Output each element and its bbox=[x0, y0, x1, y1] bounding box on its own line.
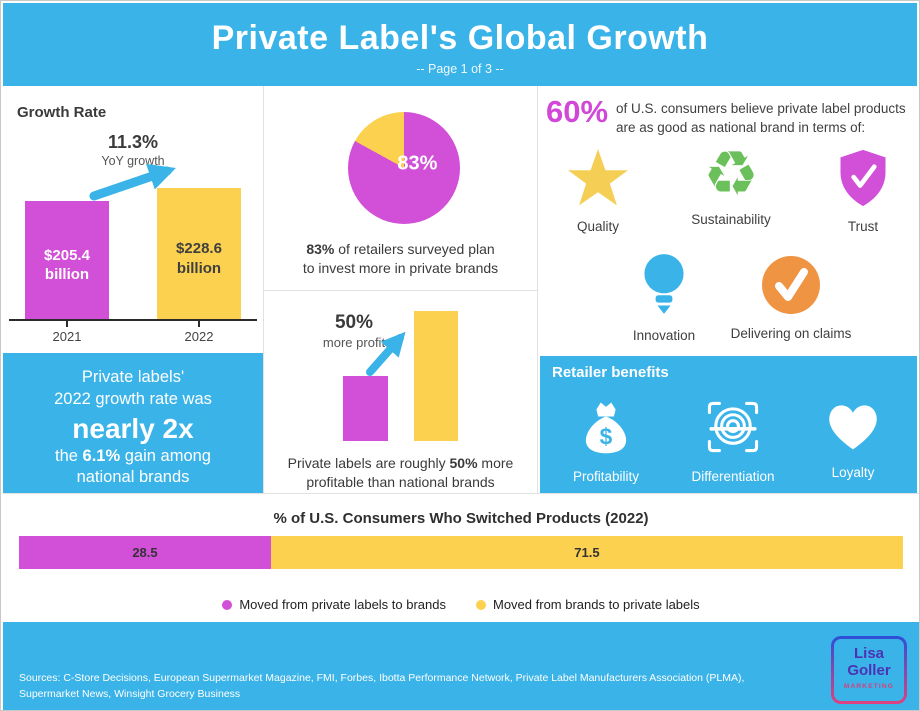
switch-products-panel: % of U.S. Consumers Who Switched Product… bbox=[3, 494, 919, 622]
magenta-dot-icon bbox=[222, 599, 233, 610]
profit-bar-chart bbox=[264, 311, 537, 441]
growth-rate-panel: Growth Rate 11.3% YoY growth $205.4 billi… bbox=[3, 86, 263, 493]
attribute-delivering: Delivering on claims bbox=[711, 255, 871, 341]
legend-item-private-to-brands: Moved from private labels to brands bbox=[222, 597, 446, 612]
profit-bar-national bbox=[343, 376, 388, 441]
segment-to-brands: 28.5 bbox=[19, 536, 271, 569]
legend-item-brands-to-private: Moved from brands to private labels bbox=[476, 597, 700, 612]
lisa-goller-logo: Lisa Goller MARKETING bbox=[831, 636, 907, 704]
star-icon bbox=[568, 149, 628, 206]
highlight-line5: national brands bbox=[76, 468, 190, 487]
benefit-label: Loyalty bbox=[831, 465, 875, 480]
benefit-label: Profitability bbox=[572, 469, 640, 484]
sources-text: Sources: C-Store Decisions, European Sup… bbox=[19, 672, 745, 701]
highlight-line4: the 6.1% gain among bbox=[55, 446, 211, 465]
benefit-differentiation: Differentiation bbox=[668, 396, 798, 484]
benefit-loyalty: Loyalty bbox=[788, 396, 918, 480]
retailers-pie-chart: 83% bbox=[348, 112, 460, 224]
profit-panel: 50% more profit Private labels are rough… bbox=[264, 292, 537, 493]
highlight-line2: 2022 growth rate was bbox=[54, 389, 212, 408]
attribute-label: Innovation bbox=[632, 328, 696, 343]
bar-2022: $228.6 billion bbox=[157, 188, 241, 319]
attribute-sustainability: ♻ Sustainability bbox=[666, 140, 796, 228]
benefit-label: Differentiation bbox=[691, 469, 775, 484]
profit-bar-private bbox=[414, 311, 458, 441]
retailer-benefits-box: Retailer benefits $ Profitability bbox=[540, 356, 917, 493]
yoy-growth-value: 11.3% bbox=[107, 132, 159, 152]
svg-text:$: $ bbox=[600, 424, 613, 450]
attribute-label: Quality bbox=[576, 219, 620, 234]
attribute-trust: Trust bbox=[798, 148, 919, 234]
heart-icon bbox=[829, 405, 877, 450]
bar-2021-label: $205.4 billion bbox=[44, 246, 90, 284]
switch-chart-title: % of U.S. Consumers Who Switched Product… bbox=[273, 510, 649, 527]
year-label-2022: 2022 bbox=[184, 329, 214, 344]
divider bbox=[3, 493, 919, 494]
legend-label: Moved from private labels to brands bbox=[239, 597, 446, 612]
yellow-dot-icon bbox=[476, 599, 486, 610]
footer-banner: Sources: C-Store Decisions, European Sup… bbox=[3, 622, 919, 710]
growth-highlight-box: Private labels' 2022 growth rate was nea… bbox=[3, 353, 263, 493]
growth-rate-title: Growth Rate bbox=[17, 104, 107, 121]
growth-arrow-icon bbox=[89, 163, 176, 201]
pie-slice-label: 83% bbox=[397, 152, 438, 175]
segment-to-private-labels: 71.5 bbox=[270, 536, 903, 569]
header-banner: Private Label's Global Growth -- Page 1 … bbox=[3, 3, 917, 86]
x-axis-tick-2022 bbox=[198, 321, 200, 327]
consumers-description: of U.S. consumers believe private label … bbox=[616, 101, 906, 135]
legend: Moved from private labels to brands Move… bbox=[3, 597, 919, 612]
fingerprint-icon bbox=[707, 401, 759, 453]
retailer-invest-panel: 83% 83% of retailers surveyed plan to in… bbox=[264, 86, 537, 291]
growth-bar-chart: $205.4 billion $228.6 billion bbox=[3, 184, 263, 319]
money-bag-icon: $ bbox=[585, 402, 627, 454]
profit-caption: Private labels are roughly 50% more prof… bbox=[287, 455, 514, 490]
logo-line3: MARKETING bbox=[843, 682, 895, 690]
retailer-benefits-title: Retailer benefits bbox=[552, 364, 669, 381]
consumers-panel: 60% of U.S. consumers believe private la… bbox=[538, 86, 919, 493]
x-axis bbox=[9, 319, 257, 321]
attribute-innovation: Innovation bbox=[599, 251, 729, 343]
lightbulb-icon bbox=[644, 254, 684, 314]
highlight-line1: Private labels' bbox=[81, 368, 185, 386]
attribute-label: Delivering on claims bbox=[730, 326, 852, 341]
logo-line1: Lisa bbox=[853, 645, 884, 662]
legend-label: Moved from brands to private labels bbox=[493, 597, 700, 612]
profit-callout: 50% more profit bbox=[299, 312, 409, 350]
x-axis-tick-2021 bbox=[66, 321, 68, 327]
profit-arrow-icon bbox=[366, 331, 406, 376]
attribute-label: Trust bbox=[847, 219, 879, 234]
check-circle-icon bbox=[762, 256, 820, 314]
bar-2021: $205.4 billion bbox=[25, 201, 109, 319]
logo-line2: Goller bbox=[847, 662, 891, 680]
recycle-icon: ♻ bbox=[703, 140, 759, 209]
profit-stat-value: 50% bbox=[334, 312, 374, 333]
page-title: Private Label's Global Growth bbox=[211, 19, 709, 57]
benefit-profitability: $ Profitability bbox=[541, 396, 671, 484]
switch-stacked-bar: 28.5 71.5 bbox=[19, 536, 903, 569]
page-subtitle: -- Page 1 of 3 -- bbox=[416, 62, 504, 76]
highlight-nearly-2x: nearly 2x bbox=[72, 412, 194, 444]
middle-column: 83% 83% of retailers surveyed plan to in… bbox=[263, 86, 538, 493]
year-label-2021: 2021 bbox=[52, 329, 82, 344]
profit-stat-label: more profit bbox=[322, 335, 386, 350]
bar-2022-label: $228.6 billion bbox=[176, 240, 222, 277]
attribute-label: Sustainability bbox=[691, 212, 771, 227]
pie-caption: 83% of retailers surveyed plan to invest… bbox=[302, 241, 499, 277]
shield-check-icon bbox=[840, 149, 886, 207]
attribute-quality: Quality bbox=[533, 148, 663, 234]
consumers-stat-value: 60% bbox=[546, 94, 609, 129]
